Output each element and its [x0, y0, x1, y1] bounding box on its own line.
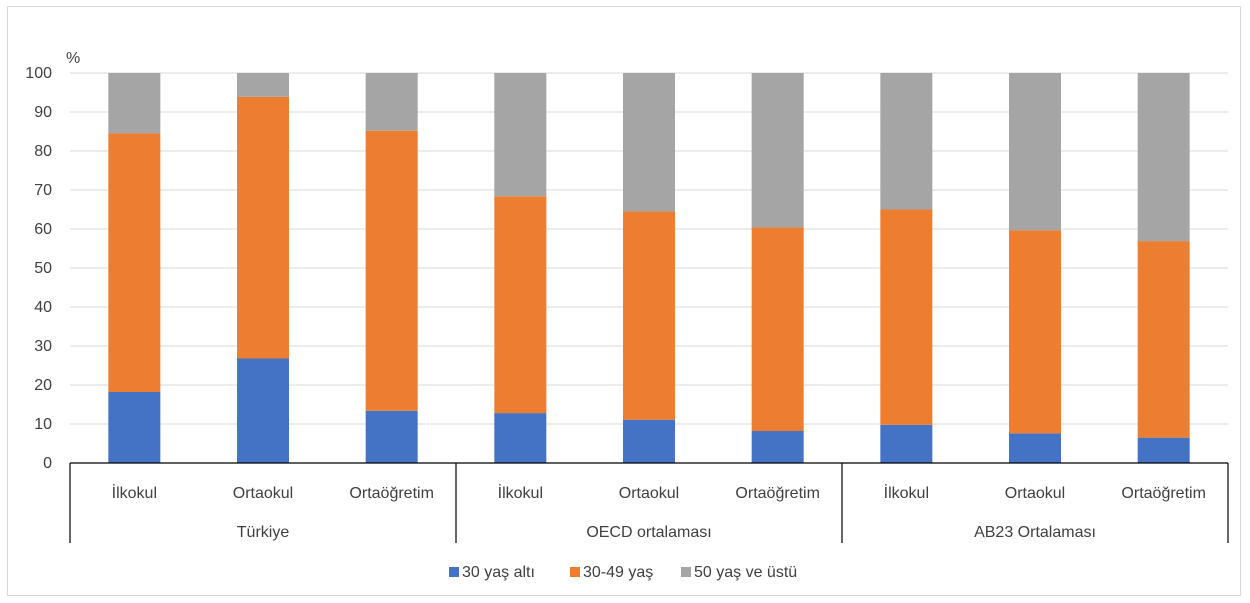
- bar-segment: [880, 73, 933, 210]
- y-tick-label: 100: [25, 65, 52, 82]
- bar-segment: [237, 96, 289, 359]
- y-tick-label: 20: [34, 377, 52, 394]
- y-tick-label: 90: [34, 104, 52, 121]
- legend-label: 50 yaş ve üstü: [694, 564, 797, 581]
- x-category-label: İlkokul: [884, 483, 929, 502]
- x-category-label: Ortaokul: [619, 485, 679, 502]
- bar-segment: [237, 358, 289, 463]
- bar-segment: [751, 227, 804, 432]
- legend-swatch: [449, 567, 459, 577]
- x-category-label: Ortaokul: [1005, 485, 1065, 502]
- bar-segment: [494, 73, 547, 197]
- x-group-label: AB23 Ortalaması: [974, 524, 1096, 541]
- y-tick-label: 60: [34, 221, 52, 238]
- bar-segment: [751, 73, 804, 228]
- y-tick-label: 80: [34, 143, 52, 160]
- bar-segment: [365, 130, 418, 411]
- bar-segment: [108, 392, 161, 463]
- bar-segment: [494, 413, 547, 463]
- bar-segment: [108, 133, 161, 393]
- bar-segment: [1137, 437, 1190, 463]
- bar-segment: [880, 424, 933, 463]
- y-tick-label: 70: [34, 182, 52, 199]
- x-category-label: İlkokul: [112, 483, 157, 502]
- x-category-label: Ortaöğretim: [1121, 485, 1205, 502]
- bar-segment: [494, 196, 547, 414]
- bar-segment: [751, 431, 804, 463]
- bar-segment: [1137, 73, 1190, 242]
- x-category-label: Ortaöğretim: [735, 485, 819, 502]
- bar-segment: [1009, 230, 1061, 434]
- legend-swatch: [681, 567, 691, 577]
- bar-segment: [365, 410, 418, 463]
- bar-segment: [237, 73, 289, 97]
- x-category-label: İlkokul: [498, 483, 543, 502]
- y-axis-unit-label: %: [66, 50, 80, 67]
- y-tick-label: 40: [34, 299, 52, 316]
- x-category-label: Ortaöğretim: [349, 485, 433, 502]
- legend-label: 30 yaş altı: [462, 564, 535, 581]
- x-category-label: Ortaokul: [233, 485, 293, 502]
- legend-swatch: [570, 567, 580, 577]
- bar-segment: [880, 209, 933, 425]
- x-group-label: Türkiye: [237, 524, 290, 541]
- bar-segment: [1137, 241, 1190, 438]
- y-tick-label: 10: [34, 416, 52, 433]
- x-group-label: OECD ortalaması: [586, 524, 711, 541]
- bar-segment: [365, 73, 418, 131]
- bar-segment: [1009, 433, 1061, 463]
- legend-label: 30-49 yaş: [583, 564, 653, 581]
- y-tick-label: 0: [43, 455, 52, 472]
- bar-segment: [623, 73, 675, 212]
- bar-segment: [108, 73, 161, 134]
- y-tick-label: 30: [34, 338, 52, 355]
- bar-segment: [623, 211, 675, 420]
- y-tick-label: 50: [34, 260, 52, 277]
- bar-segment: [623, 419, 675, 463]
- bar-segment: [1009, 73, 1061, 231]
